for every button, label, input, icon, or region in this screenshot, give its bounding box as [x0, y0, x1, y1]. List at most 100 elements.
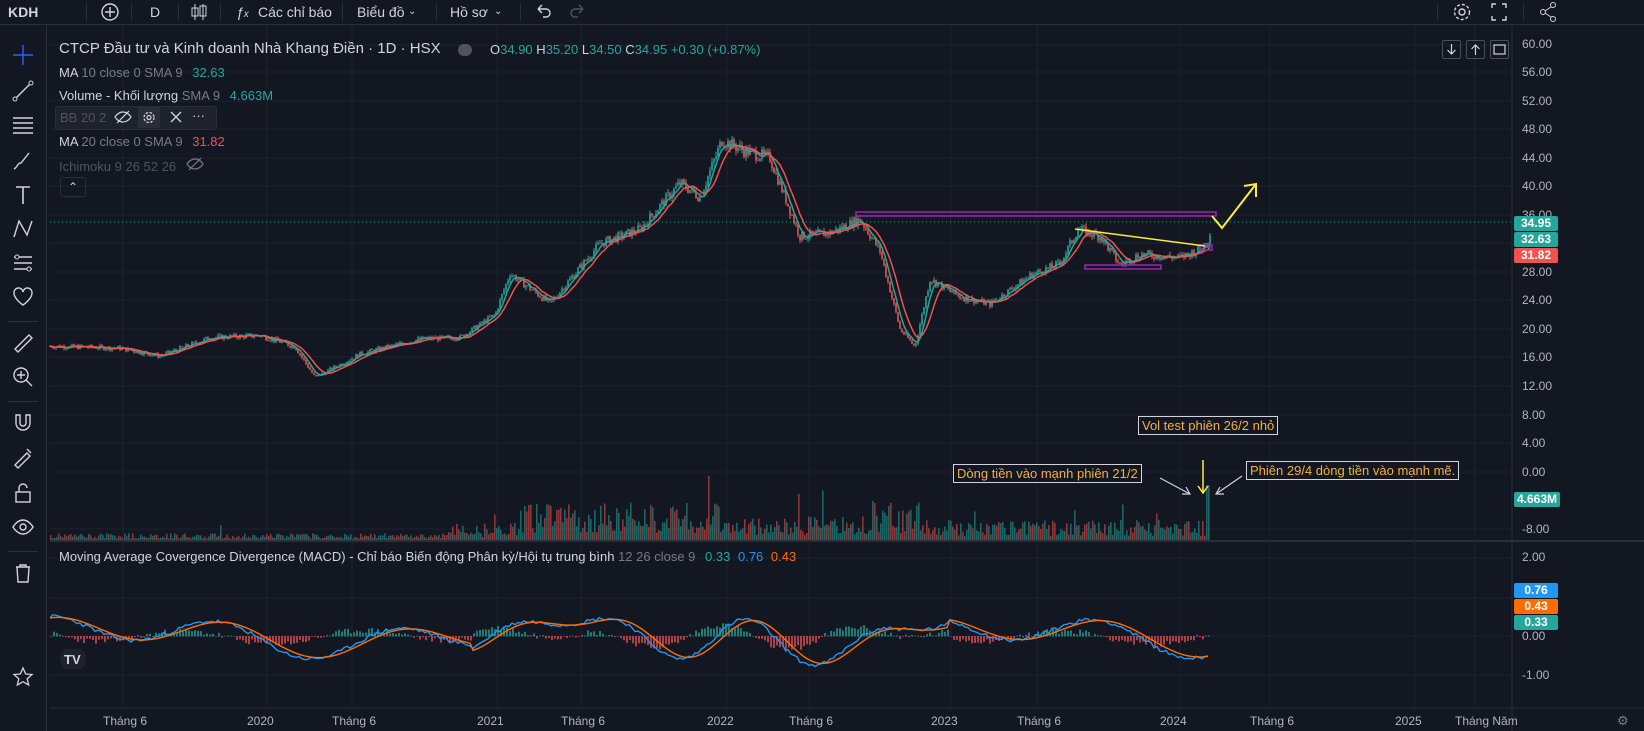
candle-body [359, 351, 361, 358]
chevron-down-icon[interactable]: ⌄ [494, 6, 503, 17]
volume-bar [892, 525, 894, 540]
move-up-icon[interactable] [1466, 40, 1485, 59]
candles-icon[interactable] [190, 0, 208, 24]
star-icon[interactable] [11, 665, 35, 689]
macd-hist-bar [662, 636, 664, 648]
redo-icon[interactable] [569, 0, 587, 24]
annotation-flow-21-2[interactable]: Dòng tiền vào mạnh phiên 21/2 [953, 464, 1142, 483]
macd-hist-bar [1109, 636, 1111, 641]
volume-bar [440, 538, 442, 540]
settings-icon[interactable] [1452, 0, 1472, 24]
candle-body [687, 188, 689, 193]
volume-legend[interactable]: Volume - Khối lượng SMA 9 4.663M [59, 88, 273, 103]
eye-off-icon[interactable] [186, 157, 204, 174]
eye-off-icon[interactable] [114, 109, 132, 128]
text-icon[interactable] [11, 183, 35, 207]
undo-icon[interactable] [534, 0, 552, 24]
ruler-icon[interactable] [11, 331, 35, 355]
share-icon[interactable] [1538, 0, 1558, 24]
heart-icon[interactable] [11, 285, 35, 309]
magnet-icon[interactable] [11, 411, 35, 435]
fib-retracement-icon[interactable] [11, 113, 35, 137]
move-down-icon[interactable] [1442, 40, 1461, 59]
volume-bar [1046, 528, 1048, 540]
chart-menu-button[interactable]: Biểu đồ [357, 4, 405, 20]
trash-icon[interactable] [11, 561, 35, 585]
ichimoku-legend[interactable]: Ichimoku 9 26 52 26 [59, 157, 204, 174]
symbol-label[interactable]: KDH [8, 4, 39, 20]
candle-body [1027, 277, 1029, 279]
settings-icon[interactable] [138, 107, 160, 128]
volume-bar [120, 536, 122, 540]
add-symbol-icon[interactable] [100, 0, 120, 24]
volume-bar [936, 534, 938, 540]
volume-bar [980, 523, 982, 540]
profile-menu-button[interactable]: Hồ sơ [450, 4, 488, 20]
time-settings-icon[interactable]: ⚙ [1617, 713, 1629, 728]
candle-body [1153, 257, 1155, 259]
macd-hist-bar [185, 628, 187, 637]
volume-bar [152, 535, 154, 540]
candle-body [961, 298, 963, 300]
volume-bar [576, 526, 578, 540]
macd-hist-bar [1094, 633, 1096, 637]
trend-line-icon[interactable] [11, 79, 35, 103]
candle-body [183, 347, 185, 348]
collapse-indicators-button[interactable]: ⌃ [60, 177, 86, 197]
indicators-button[interactable]: Các chỉ báo [258, 4, 332, 20]
zoom-in-icon[interactable] [11, 365, 35, 389]
candle-body [919, 324, 921, 336]
fullscreen-icon[interactable] [1489, 0, 1509, 24]
macd-hist-bar [716, 626, 718, 637]
pattern-icon[interactable] [11, 217, 35, 241]
annotation-flow-29-4[interactable]: Phiên 29/4 dòng tiền vào mạnh mẽ. [1246, 461, 1460, 480]
macd-hist-bar [605, 635, 607, 637]
volume-bar [984, 534, 986, 540]
chevron-down-icon[interactable]: ⌄ [408, 6, 417, 17]
volume-bar [1190, 532, 1192, 540]
brush-icon[interactable] [11, 149, 35, 173]
macd-hist-bar [602, 633, 604, 637]
macd-hist-bar [887, 635, 889, 637]
volume-bar [698, 527, 700, 540]
macd-hist-bar [761, 636, 763, 639]
volume-bar [292, 534, 294, 540]
volume-bar [394, 537, 396, 540]
bb-legend[interactable]: BB 20 2 ··· [55, 106, 217, 130]
interval-button[interactable]: D [150, 4, 161, 20]
volume-bar [176, 534, 178, 540]
macd-hist-bar [437, 636, 439, 638]
macd-hist-bar [1100, 635, 1102, 637]
macd-hist-bar [95, 636, 97, 644]
crosshair-icon[interactable] [11, 43, 35, 67]
close-icon[interactable] [168, 109, 184, 128]
candle-body [881, 251, 883, 259]
ma20-legend[interactable]: MA 20 close 0 SMA 9 31.82 [59, 134, 225, 149]
volume-bar [352, 538, 354, 540]
volume-bar [1050, 536, 1052, 540]
lock-icon[interactable] [11, 481, 35, 505]
macd-legend[interactable]: Moving Average Covergence Divergence (MA… [59, 549, 796, 564]
prediction-icon[interactable] [11, 251, 35, 275]
volume-bar [174, 533, 176, 540]
fx-icon[interactable]: ƒx [236, 4, 249, 20]
volume-bar [938, 528, 940, 540]
maximize-pane-icon[interactable] [1490, 40, 1509, 59]
volume-bar [202, 538, 204, 540]
volume-bar [806, 533, 808, 540]
eye-icon[interactable] [11, 515, 35, 539]
macd-hist-bar [272, 636, 274, 643]
more-icon[interactable]: ··· [192, 108, 205, 123]
collapse-legend-icon[interactable] [458, 44, 472, 56]
candle-body [461, 334, 463, 336]
volume-bar [366, 535, 368, 540]
volume-bar [926, 520, 928, 540]
ma10-legend[interactable]: MA 10 close 0 SMA 9 32.63 [59, 65, 225, 80]
lock-drawing-icon[interactable] [11, 445, 35, 469]
annotation-vol-test[interactable]: Vol test phiên 26/2 nhỏ [1138, 416, 1279, 435]
candle-body [745, 147, 747, 157]
volume-bar [134, 537, 136, 540]
macd-hist-bar [806, 636, 808, 645]
volume-bar [80, 533, 82, 540]
